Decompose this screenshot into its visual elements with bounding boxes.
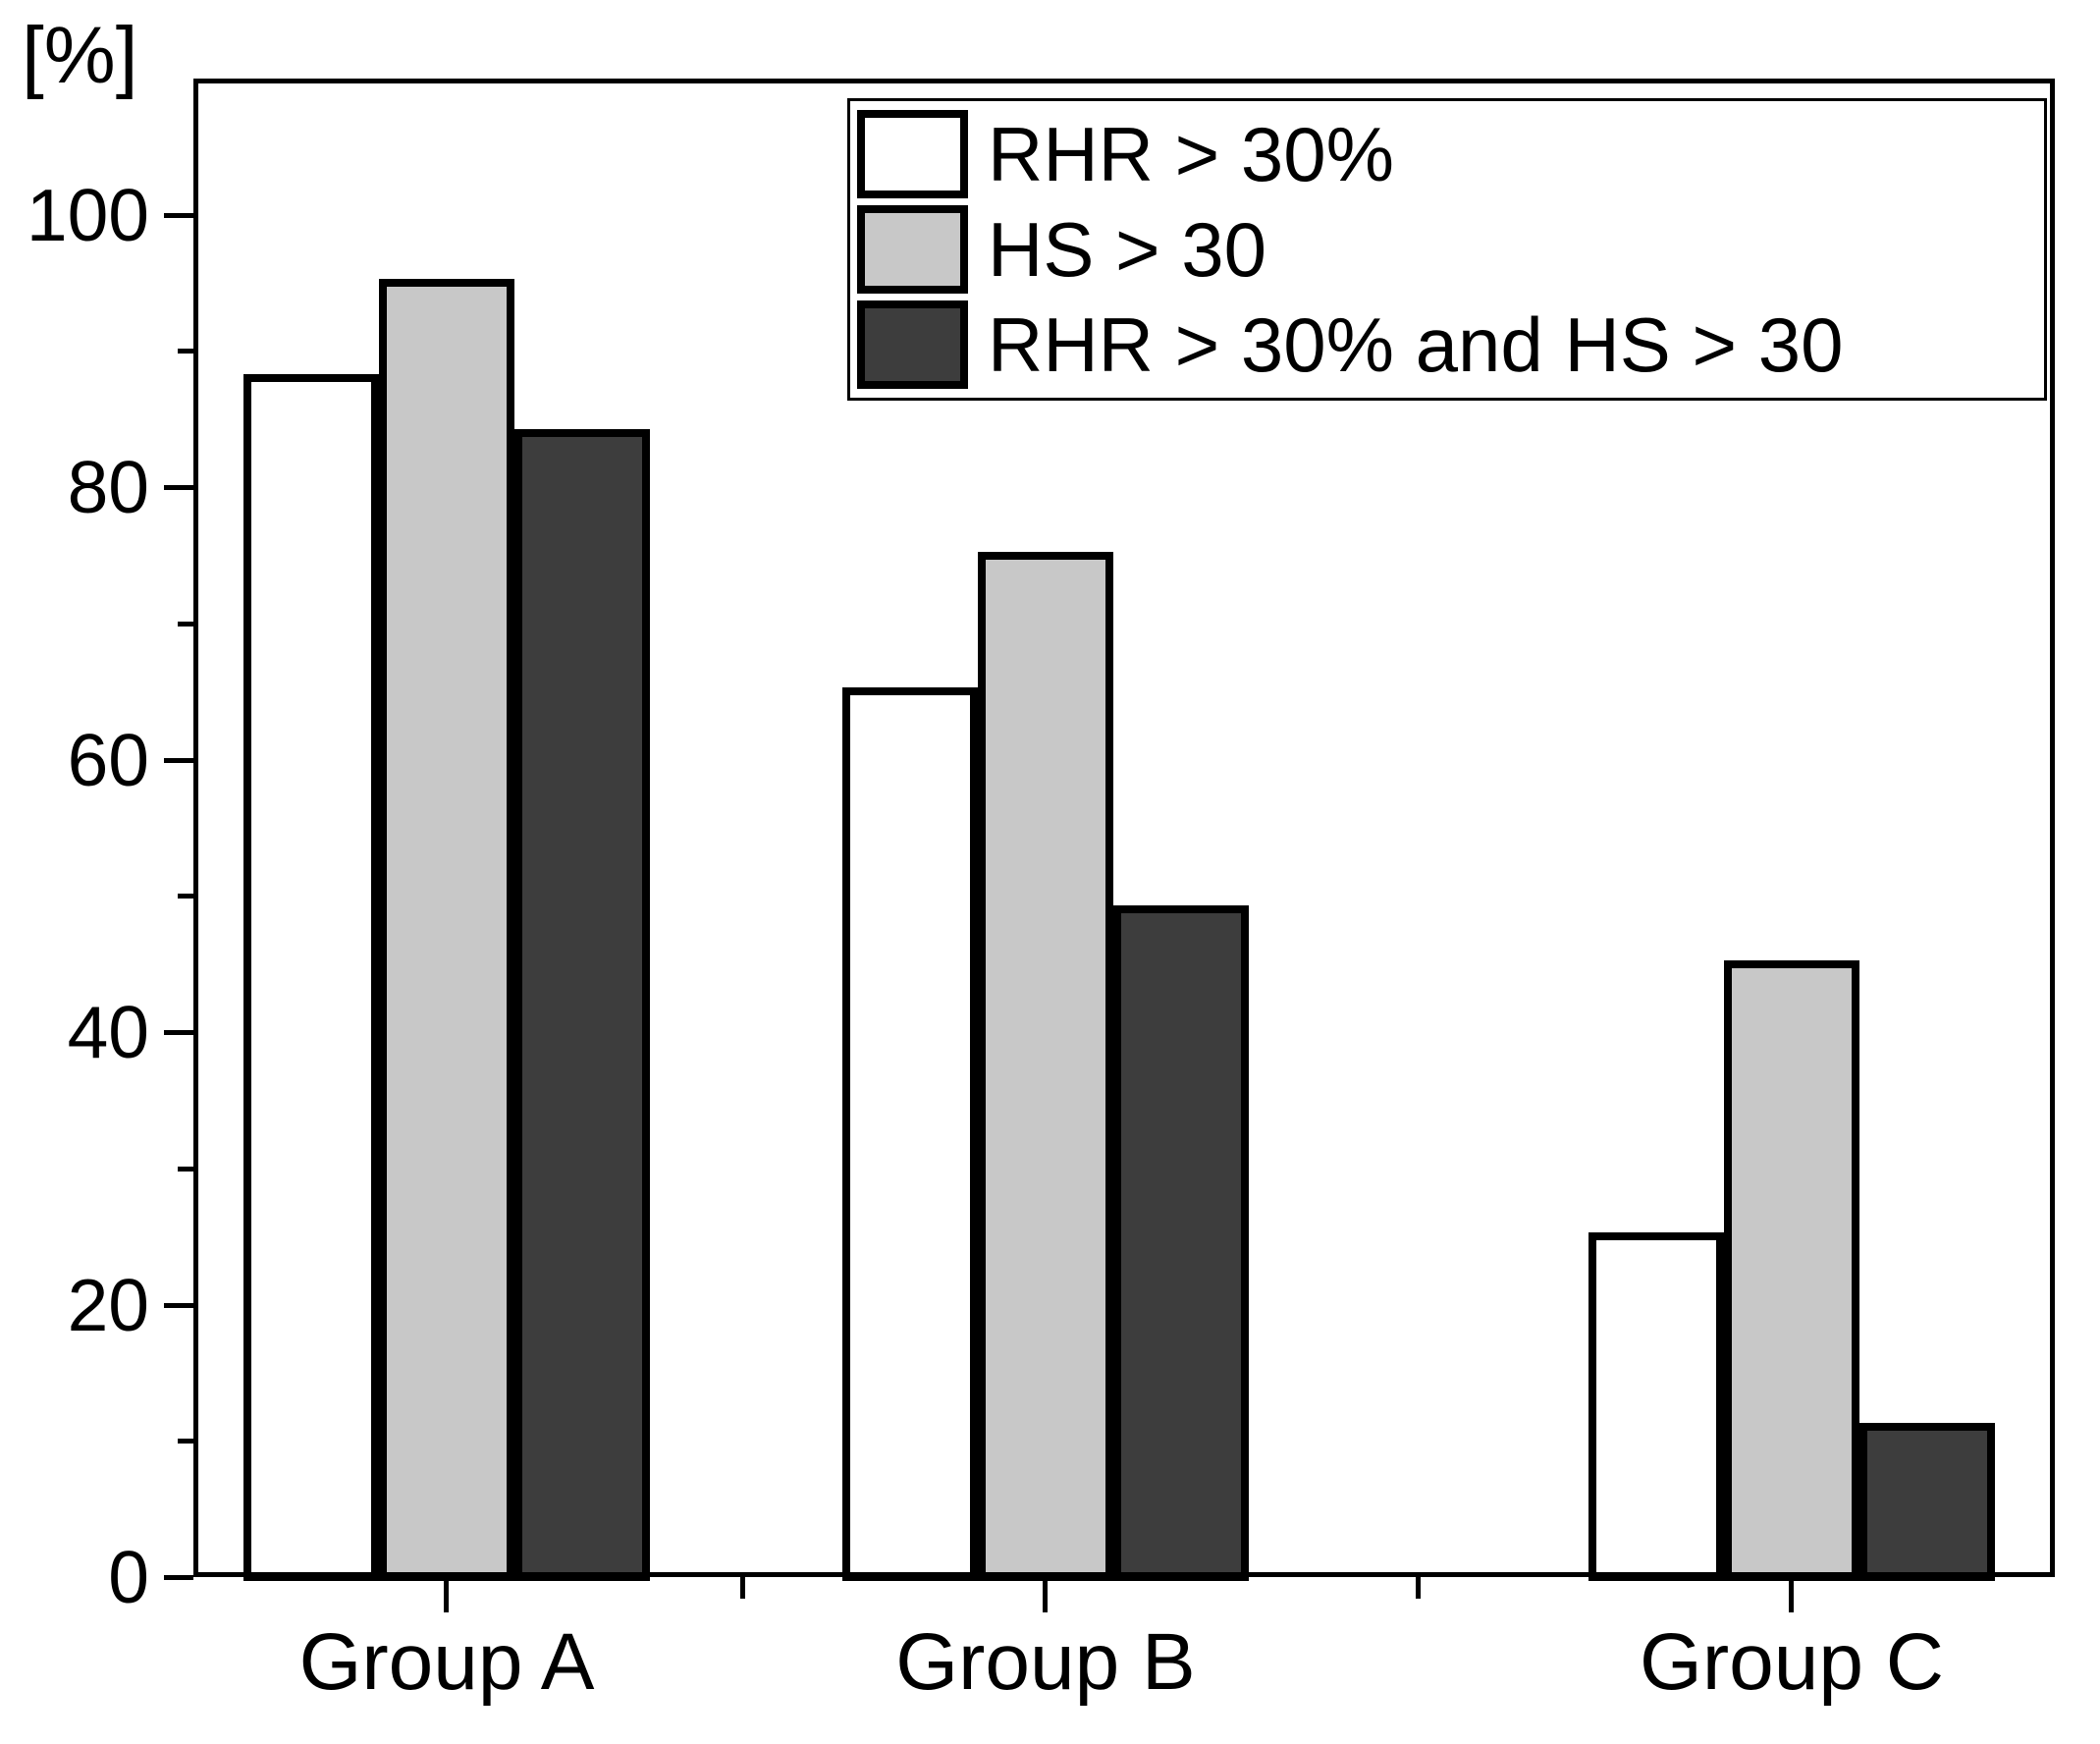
y-axis-major-tick [164,1303,193,1308]
x-group-tick [1789,1577,1794,1612]
x-category-label: Group C [1640,1617,1944,1707]
y-tick-label: 60 [67,719,149,801]
bar [514,429,650,1581]
y-tick-label: 0 [108,1536,149,1618]
legend-swatch [857,300,968,390]
y-axis-major-tick [164,758,193,763]
x-boundary-tick [1416,1577,1421,1599]
legend-item-label: HS > 30 [988,205,1267,293]
x-group-tick [444,1577,449,1612]
y-axis-major-tick [164,213,193,218]
y-axis-minor-tick [178,894,193,899]
x-category-label: Group B [895,1617,1196,1707]
y-tick-label: 20 [67,1264,149,1346]
y-axis-unit-label: [%] [22,11,138,100]
bar [842,687,978,1581]
y-tick-label: 80 [67,446,149,528]
legend-item: HS > 30 [857,201,2044,297]
x-boundary-tick [740,1577,745,1599]
legend-item-label: RHR > 30% and HS > 30 [988,301,1844,389]
bar [1859,1423,1995,1581]
legend-swatch [857,109,968,198]
legend-item: RHR > 30% and HS > 30 [857,298,2044,393]
y-axis-major-tick [164,1030,193,1035]
bar [379,279,514,1581]
x-category-label: Group A [298,1617,595,1707]
y-axis-major-tick [164,485,193,490]
y-tick-label: 40 [67,991,149,1073]
bar [1113,905,1249,1581]
legend-item: RHR > 30% [857,106,2044,201]
bar [1588,1232,1724,1581]
y-axis-major-tick [164,1575,193,1580]
y-axis-minor-tick [178,1167,193,1172]
bar [978,552,1113,1581]
legend: RHR > 30% HS > 30 RHR > 30% and HS > 30 [847,98,2047,401]
y-axis-minor-tick [178,349,193,354]
legend-item-label: RHR > 30% [988,110,1394,197]
bar [243,374,379,1581]
legend-swatch [857,204,968,294]
x-group-tick [1043,1577,1048,1612]
y-axis-minor-tick [178,622,193,627]
bar [1724,960,1859,1581]
y-tick-label: 100 [26,174,149,256]
y-axis-minor-tick [178,1439,193,1444]
